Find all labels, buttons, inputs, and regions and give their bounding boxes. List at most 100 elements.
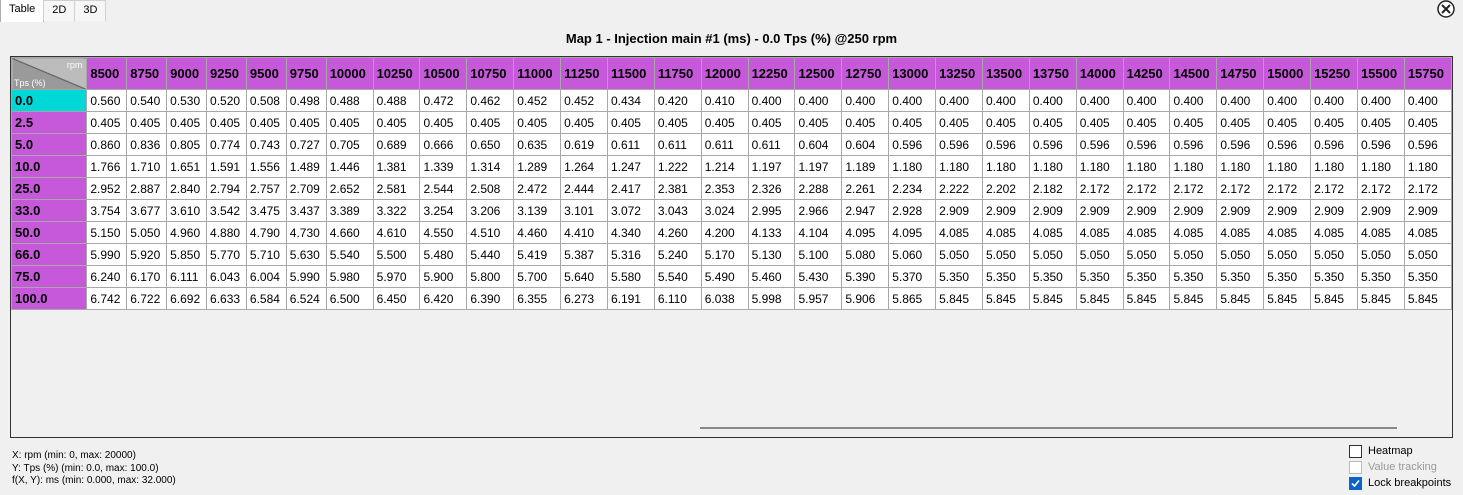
cell[interactable]: 6.240	[86, 265, 128, 288]
checkbox[interactable]	[1349, 476, 1362, 490]
row-header[interactable]: 50.0	[11, 221, 88, 244]
cell[interactable]: 0.472	[419, 89, 468, 112]
cell[interactable]: 3.542	[206, 199, 247, 222]
cell[interactable]: 5.050	[1075, 243, 1124, 266]
cell[interactable]: 2.952	[86, 177, 128, 200]
cell[interactable]: 4.085	[981, 221, 1030, 244]
cell[interactable]: 4.085	[1169, 221, 1218, 244]
cell[interactable]: 1.180	[1263, 155, 1312, 178]
cell[interactable]: 2.417	[606, 177, 655, 200]
cell[interactable]: 3.101	[560, 199, 608, 222]
cell[interactable]: 0.405	[653, 111, 702, 134]
cell[interactable]: 2.172	[1075, 177, 1124, 200]
cell[interactable]: 0.400	[794, 89, 843, 112]
cell[interactable]: 2.947	[841, 199, 890, 222]
cell[interactable]: 4.085	[1028, 221, 1077, 244]
cell[interactable]: 0.420	[653, 89, 702, 112]
cell[interactable]: 0.530	[166, 89, 208, 112]
cell[interactable]: 0.635	[513, 133, 562, 156]
cell[interactable]: 5.390	[841, 265, 890, 288]
cell[interactable]: 6.420	[419, 287, 468, 310]
cell[interactable]: 4.660	[325, 221, 374, 244]
cell[interactable]: 1.289	[513, 155, 562, 178]
cell[interactable]: 1.197	[747, 155, 796, 178]
cell[interactable]: 5.419	[513, 243, 562, 266]
cell[interactable]: 0.400	[1310, 89, 1358, 112]
cell[interactable]: 2.261	[841, 177, 890, 200]
cell[interactable]: 0.805	[166, 133, 208, 156]
cell[interactable]: 2.182	[1028, 177, 1077, 200]
cell[interactable]: 5.957	[794, 287, 843, 310]
cell[interactable]: 2.353	[700, 177, 749, 200]
cell[interactable]: 4.095	[888, 221, 937, 244]
cell[interactable]: 1.180	[1169, 155, 1218, 178]
cell[interactable]: 5.170	[700, 243, 749, 266]
cell[interactable]: 1.180	[888, 155, 937, 178]
cell[interactable]: 2.222	[935, 177, 983, 200]
cell[interactable]: 3.754	[86, 199, 128, 222]
cell[interactable]: 4.260	[653, 221, 702, 244]
cell[interactable]: 5.845	[1263, 287, 1312, 310]
row-header[interactable]: 75.0	[11, 265, 88, 288]
cell[interactable]: 2.909	[981, 199, 1030, 222]
cell[interactable]: 6.722	[126, 287, 168, 310]
cell[interactable]: 0.405	[1216, 111, 1265, 134]
cell[interactable]: 0.400	[1122, 89, 1171, 112]
cell[interactable]: 0.650	[466, 133, 515, 156]
cell[interactable]: 6.273	[560, 287, 608, 310]
cell[interactable]: 2.172	[1310, 177, 1358, 200]
cell[interactable]: 5.050	[1310, 243, 1358, 266]
cell[interactable]: 2.172	[1169, 177, 1218, 200]
cell[interactable]: 4.085	[1403, 221, 1452, 244]
cell[interactable]: 4.610	[372, 221, 421, 244]
cell[interactable]: 0.400	[747, 89, 796, 112]
cell[interactable]: 5.350	[1169, 265, 1218, 288]
cell[interactable]: 0.488	[325, 89, 374, 112]
cell[interactable]: 2.840	[166, 177, 208, 200]
cell[interactable]: 4.510	[466, 221, 515, 244]
cell[interactable]: 6.584	[245, 287, 287, 310]
cell[interactable]: 0.400	[1356, 89, 1405, 112]
cell[interactable]: 0.596	[1263, 133, 1312, 156]
cell[interactable]: 1.710	[126, 155, 168, 178]
cell[interactable]: 2.581	[372, 177, 421, 200]
cell[interactable]: 0.604	[794, 133, 843, 156]
cell[interactable]: 1.180	[1122, 155, 1171, 178]
cell[interactable]: 0.452	[560, 89, 608, 112]
cell[interactable]: 2.202	[981, 177, 1030, 200]
tab[interactable]: 2D	[43, 0, 76, 21]
cell[interactable]: 5.980	[325, 265, 374, 288]
cell[interactable]: 5.998	[747, 287, 796, 310]
cell[interactable]: 3.437	[285, 199, 327, 222]
cell[interactable]: 1.180	[1310, 155, 1358, 178]
cell[interactable]: 0.400	[1403, 89, 1452, 112]
cell[interactable]: 5.150	[86, 221, 128, 244]
cell[interactable]: 0.596	[1028, 133, 1077, 156]
cell[interactable]: 1.180	[1075, 155, 1124, 178]
cell[interactable]: 0.405	[1263, 111, 1312, 134]
cell[interactable]: 0.405	[325, 111, 374, 134]
cell[interactable]: 6.043	[206, 265, 247, 288]
cell[interactable]: 0.611	[747, 133, 796, 156]
checkbox-option[interactable]: Heatmap	[1349, 443, 1451, 459]
cell[interactable]: 0.619	[560, 133, 608, 156]
cell[interactable]: 6.524	[285, 287, 327, 310]
cell[interactable]: 2.172	[1122, 177, 1171, 200]
row-header[interactable]: 100.0	[11, 287, 88, 310]
cell[interactable]: 2.172	[1263, 177, 1312, 200]
cell[interactable]: 6.110	[653, 287, 702, 310]
cell[interactable]: 0.400	[841, 89, 890, 112]
cell[interactable]: 1.591	[206, 155, 247, 178]
cell[interactable]: 2.709	[285, 177, 327, 200]
cell[interactable]: 0.596	[981, 133, 1030, 156]
cell[interactable]: 0.596	[1356, 133, 1405, 156]
cell[interactable]: 6.004	[245, 265, 287, 288]
cell[interactable]: 2.172	[1356, 177, 1405, 200]
cell[interactable]: 0.774	[206, 133, 247, 156]
cell[interactable]: 0.498	[285, 89, 327, 112]
cell[interactable]: 5.050	[1169, 243, 1218, 266]
cell[interactable]: 5.080	[841, 243, 890, 266]
cell[interactable]: 5.350	[1216, 265, 1265, 288]
cell[interactable]: 5.850	[166, 243, 208, 266]
cell[interactable]: 5.490	[700, 265, 749, 288]
